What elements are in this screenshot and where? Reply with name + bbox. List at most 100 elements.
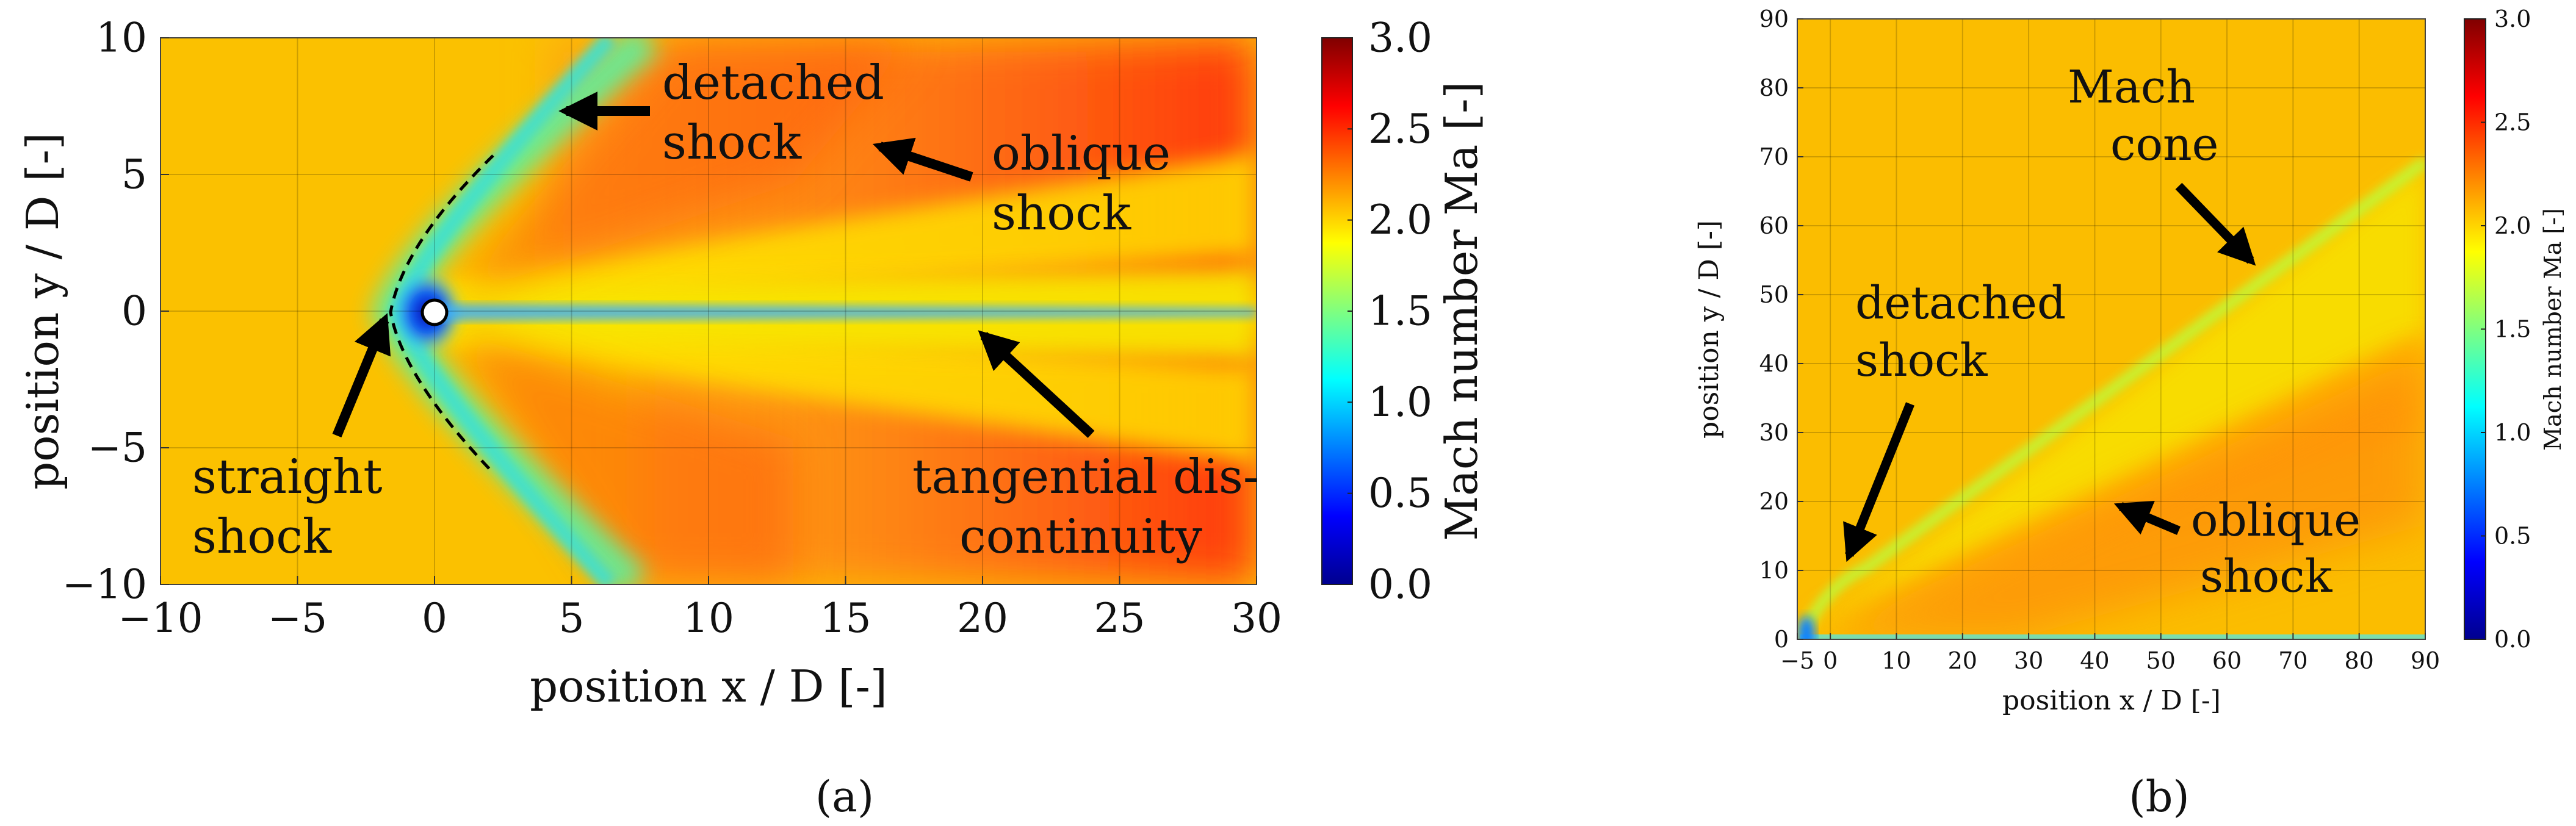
panel-b-colorbar-tick-label: 0.0 [2494, 626, 2531, 653]
panel-a: −10 −5 0 5 10 15 20 25 30 −10 −5 0 5 10 position x / … [17, 15, 1487, 822]
annotation-label-line2: continuity [959, 509, 1202, 564]
panel-b-xtick-label: 70 [2278, 647, 2307, 674]
panel-b-xtick-label: 40 [2080, 647, 2109, 674]
panel-a-ytick-label: 5 [121, 151, 147, 198]
panel-a-colorbar-label: Mach number Ma [-] [1436, 81, 1487, 540]
panel-b-ytick-label: 10 [1759, 557, 1789, 584]
panel-b-field [1797, 19, 2425, 639]
panel-a-xtick-label: 20 [957, 595, 1008, 642]
panel-b-axis-wake [1800, 634, 2425, 639]
panel-a-annotation-straight: straight shock [192, 313, 391, 564]
panel-b-annotation-detached: detached shock [1843, 277, 2066, 562]
panel-a-ytick-label: 10 [96, 15, 147, 62]
panel-b-xtick-label: 0 [1823, 647, 1838, 674]
panel-a-sublabel: (a) [815, 772, 874, 822]
annotation-label-line1: detached [1855, 277, 2066, 329]
panel-a-annotation-detached: detached shock [558, 56, 884, 170]
panel-b-sublabel: (b) [2129, 772, 2189, 822]
annotation-arrow [978, 330, 1095, 438]
panel-b-colorbar-tick-label: 3.0 [2494, 5, 2531, 32]
panel-b-annotation-oblique: oblique shock [2113, 494, 2361, 603]
panel-a-colorbar-tick-label: 2.5 [1368, 106, 1432, 153]
panel-b-ytick-label: 40 [1759, 350, 1789, 377]
panel-b-frame [1797, 18, 2426, 640]
annotation-arrow [2175, 182, 2256, 266]
panel-b-ytick-label: 0 [1774, 626, 1789, 653]
panel-a-xtick-label: 5 [559, 595, 585, 642]
annotation-label-line2: shock [992, 186, 1131, 241]
panel-a-xtick-label: 10 [683, 595, 734, 642]
annotation-label-line2: cone [2110, 118, 2218, 171]
panel-a-annotation-oblique: oblique shock [872, 126, 1171, 241]
panel-a-fan-lower [452, 329, 793, 584]
panel-b-annotation-mach-cone: Mach cone [2068, 61, 2256, 266]
panel-b-xtick-label: 90 [2411, 647, 2440, 674]
panel-b-ytick-label: 80 [1759, 74, 1789, 101]
panel-a-ytick-label: 0 [121, 288, 147, 335]
panel-a-colorbar-tick-label: 2.0 [1368, 196, 1432, 243]
panel-b-colorbar-tick-label: 2.0 [2494, 212, 2531, 239]
panel-a-xtick-label: 0 [422, 595, 447, 642]
annotation-label-line1: Mach [2068, 61, 2195, 113]
panel-b-ytick-label: 30 [1759, 419, 1789, 446]
panel-a-xtick-label: −10 [118, 595, 203, 642]
panel-a-annotation-tangential: tangential dis- continuity [912, 330, 1259, 564]
panel-a-colorbar-tick-label: 1.0 [1368, 379, 1432, 426]
panel-b-nose-region [1798, 616, 1815, 639]
panel-b-xtick-label: 60 [2212, 647, 2242, 674]
panel-b-cone-inner [1800, 329, 2425, 639]
panel-b-xtick-label: 80 [2345, 647, 2374, 674]
panel-a-colorbar-tick-label: 0.0 [1368, 561, 1432, 608]
panel-b-xtick-label: −5 [1780, 647, 1814, 674]
panel-a-xtick-label: −5 [268, 595, 327, 642]
panel-b-colorbar-tick-label: 1.5 [2494, 316, 2531, 343]
panel-a-colorbar-tick-label: 0.5 [1368, 470, 1432, 517]
annotation-arrow [1843, 402, 1914, 562]
annotation-label-line1: straight [192, 450, 383, 505]
annotation-label-line1: tangential dis- [912, 450, 1259, 505]
panel-a-xtick-label: 30 [1231, 595, 1282, 642]
panel-b-xlabel: position x / D [-] [2002, 685, 2221, 716]
panel-b-gridlines [1797, 19, 2425, 639]
annotation-label-line2: shock [1855, 334, 1988, 387]
annotation-label-line1: detached [662, 56, 884, 110]
panel-b-ytick-label: 90 [1759, 5, 1789, 32]
panel-a-fan-upper [452, 38, 915, 299]
panel-b-ytick-label: 20 [1759, 488, 1789, 515]
panel-a-xtick-label: 25 [1094, 595, 1145, 642]
panel-a-colorbar-ticks: 0.0 0.5 1.0 1.5 2.0 2.5 3.0 [1348, 15, 1432, 608]
panel-b-xtick-label: 10 [1881, 647, 1911, 674]
panel-b-xtick-label: 30 [2014, 647, 2043, 674]
annotation-arrow [332, 313, 391, 438]
panel-a-field [161, 38, 1257, 584]
panel-a-colorbar [1321, 37, 1353, 585]
panel-b-ytick-label: 70 [1759, 143, 1789, 170]
panel-a-xlabel: position x / D [-] [530, 661, 887, 712]
annotation-label-line2: shock [2200, 550, 2333, 603]
annotation-label-line1: oblique [992, 126, 1171, 181]
panel-a-ytick-label: −10 [62, 561, 147, 608]
panel-a-sphere [420, 298, 449, 326]
panel-a-ticks: −10 −5 0 5 10 15 20 25 30 −10 −5 0 5 10 [62, 15, 1282, 642]
panel-a-ylabel: position y / D [-] [17, 132, 68, 490]
annotation-label-line2: shock [192, 509, 332, 564]
panel-b-cone-red [1813, 354, 2425, 639]
panel-a-oblique-upper [427, 153, 1257, 308]
annotation-label-line2: shock [662, 115, 802, 170]
panel-a-xtick-label: 15 [820, 595, 871, 642]
panel-b-xtick-label: 20 [1948, 647, 1977, 674]
annotation-label-line1: oblique [2191, 494, 2361, 547]
panel-b-ylabel: position y / D [-] [1694, 220, 1725, 439]
panel-a-oblique-lower [427, 320, 1257, 464]
annotation-arrow [2113, 500, 2181, 535]
panel-b: −5 0 10 20 30 40 50 60 70 80 900102030405060708090… [1694, 5, 2566, 822]
panel-a-gridlines [161, 38, 1257, 584]
panel-a-ytick-label: −5 [88, 425, 147, 472]
panel-b-colorbar-ticks: 0.0 0.5 1.0 1.5 2.0 2.5 3.0 [2481, 5, 2531, 653]
panel-b-colorbar-tick-label: 1.0 [2494, 419, 2531, 446]
panel-b-cone-yellow [1800, 166, 2425, 639]
panel-b-ytick-label: 60 [1759, 212, 1789, 239]
panel-b-colorbar-tick-label: 0.5 [2494, 523, 2531, 550]
annotation-arrow [872, 137, 973, 182]
panel-b-ytick-label: 50 [1759, 281, 1789, 308]
